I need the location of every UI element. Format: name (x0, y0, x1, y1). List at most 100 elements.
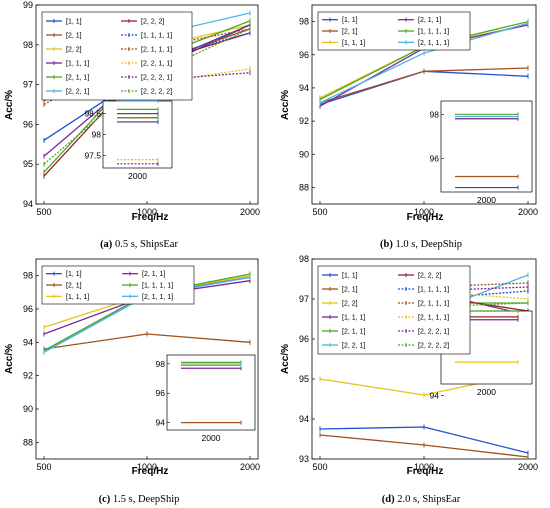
inset-x-tick-label: 2000 (128, 171, 147, 181)
y-axis-label: Acc/% (4, 90, 15, 120)
y-tick-label: 92 (23, 371, 33, 381)
y-tick-label: 94 (23, 337, 33, 347)
x-axis-label: Freq/Hz (407, 212, 444, 223)
legend-label: [2, 1, 1, 1] (418, 301, 449, 308)
y-tick-label: 98 (23, 40, 33, 50)
caption-text: 0.5 s, ShipsEar (112, 239, 178, 250)
inset-y-tick-label: 98 (430, 109, 440, 119)
legend-label: [2, 1, 1] (418, 17, 441, 24)
y-tick-label: 98 (299, 254, 309, 264)
panel-caption: (d) 2.0 s, ShipsEar (382, 494, 461, 505)
inset-y-tick-label: 98 (156, 359, 166, 369)
legend-label: [2, 1, 1, 1] (418, 315, 449, 322)
legend-label: [2, 1] (342, 29, 358, 36)
y-tick-label: 97 (299, 294, 309, 304)
x-tick-label: 500 (312, 462, 327, 472)
inset-zoom: 97.5 98 98.5 2000 (84, 99, 173, 181)
y-tick-label: 94 (299, 83, 309, 93)
x-tick-label: 500 (36, 462, 51, 472)
y-tick-label: 96 (23, 304, 33, 314)
legend-label: [2, 1] (342, 287, 358, 294)
caption-letter: (b) (380, 239, 393, 250)
caption-letter: (d) (382, 494, 395, 505)
x-tick-label: 1000 (414, 207, 434, 217)
legend-label: [2, 2, 2] (141, 19, 164, 26)
y-tick-label: 92 (299, 116, 309, 126)
x-tick-label: 1000 (137, 207, 157, 217)
legend-label: [2, 1, 1, 1] (141, 47, 172, 54)
inset-zoom: 96 98 2000 (430, 100, 533, 205)
y-tick-label: 94 (23, 199, 33, 209)
legend-box (317, 265, 471, 355)
legend-label: [1, 1, 1, 1] (141, 33, 172, 40)
caption-text: 1.0 s, DeepShip (393, 239, 462, 250)
chart-panel-4: 93949596979850010002000Freq/HzAcc/%94962… (280, 254, 538, 505)
chart-panel-2: 88 90 92 94 96 98 500 1000 2000 Freq/Hz Acc/% 96 98 2… (280, 4, 538, 250)
x-tick-label: 2000 (240, 462, 260, 472)
y-tick-label: 96 (299, 334, 309, 344)
y-tick-label: 98 (299, 17, 309, 27)
inset-y-tick-label: 96 (156, 388, 166, 398)
x-tick-label: 2000 (240, 207, 260, 217)
inset-y-tick-label: 98.5 (84, 109, 101, 119)
y-tick-label: 99 (23, 0, 33, 10)
caption-text: 2.0 s, ShipsEar (395, 494, 461, 505)
legend-label: [1, 1, 1, 1] (142, 283, 173, 290)
y-tick-label: 88 (299, 182, 309, 192)
inset-x-tick-label: 2000 (202, 433, 221, 443)
legend-label: [2, 1] (66, 283, 82, 290)
legend-box (317, 11, 471, 51)
legend: [1, 1] [2, 1] [2, 2] [1, 1, 1] [2, 1, 1] [2, … (41, 11, 193, 101)
caption-letter: (a) (100, 239, 113, 250)
y-tick-label: 93 (299, 454, 309, 464)
y-tick-label: 95 (299, 374, 309, 384)
legend-label: [2, 2, 2, 2] (141, 89, 172, 96)
x-tick-label: 500 (312, 207, 327, 217)
legend-label: [1, 1, 1] (342, 315, 365, 322)
inset-y-tick-label: 94 (430, 391, 440, 401)
panel-caption: (b) 1.0 s, DeepShip (380, 239, 462, 250)
legend-label: [1, 1, 1, 1] (418, 29, 449, 36)
legend-label: [2, 2, 2, 1] (418, 329, 449, 336)
x-tick-label: 2000 (518, 207, 538, 217)
legend-label: [2, 1, 1] (66, 75, 89, 82)
legend-label: [1, 1] (342, 17, 358, 24)
caption-letter: (c) (99, 494, 111, 505)
x-axis-label: Freq/Hz (132, 212, 169, 223)
legend-label: [2, 2, 1] (66, 89, 89, 96)
legend: [1, 1] [2, 1] [2, 2] [1, 1, 1] [2, 1, 1] [2, … (317, 265, 471, 355)
legend-label: [1, 1, 1, 1] (418, 287, 449, 294)
panel-caption: (c) 1.5 s, DeepShip (99, 494, 180, 505)
inset-x-tick-label: 2000 (477, 387, 496, 397)
inset-zoom: 94 96 98 2000 (156, 354, 256, 443)
legend-label: [1, 1, 1] (342, 40, 365, 47)
x-tick-label: 2000 (518, 462, 538, 472)
y-axis-label: Acc/% (4, 344, 15, 374)
x-tick-label: 1000 (137, 462, 157, 472)
panel-caption: (a) 0.5 s, ShipsEar (100, 239, 178, 250)
legend-label: [2, 1, 1, 1] (418, 40, 449, 47)
inset-x-tick-label: 2000 (477, 195, 496, 205)
y-tick-label: 90 (299, 149, 309, 159)
x-tick-label: 500 (36, 207, 51, 217)
legend-label: [2, 2, 2, 1] (141, 75, 172, 82)
legend-box (41, 11, 193, 101)
inset-y-tick-label: 98 (92, 130, 102, 140)
legend-label: [2, 2, 2] (418, 273, 441, 280)
inset-frame (166, 354, 256, 431)
inset-frame (102, 100, 173, 169)
y-tick-label: 96 (23, 119, 33, 129)
x-tick-label: 1000 (414, 462, 434, 472)
inset-y-tick-label: 97.5 (84, 150, 101, 160)
legend-label: [1, 1, 1] (66, 294, 89, 301)
y-axis-label: Acc/% (280, 344, 291, 374)
legend-label: [1, 1, 1] (66, 61, 89, 68)
legend-label: [2, 2, 2, 2] (418, 343, 449, 350)
series-line (43, 68, 251, 98)
legend-label: [2, 1, 1] (142, 271, 165, 278)
series-line (43, 28, 251, 165)
legend-label: [2, 2, 1] (342, 343, 365, 350)
x-axis-label: Freq/Hz (407, 466, 444, 477)
